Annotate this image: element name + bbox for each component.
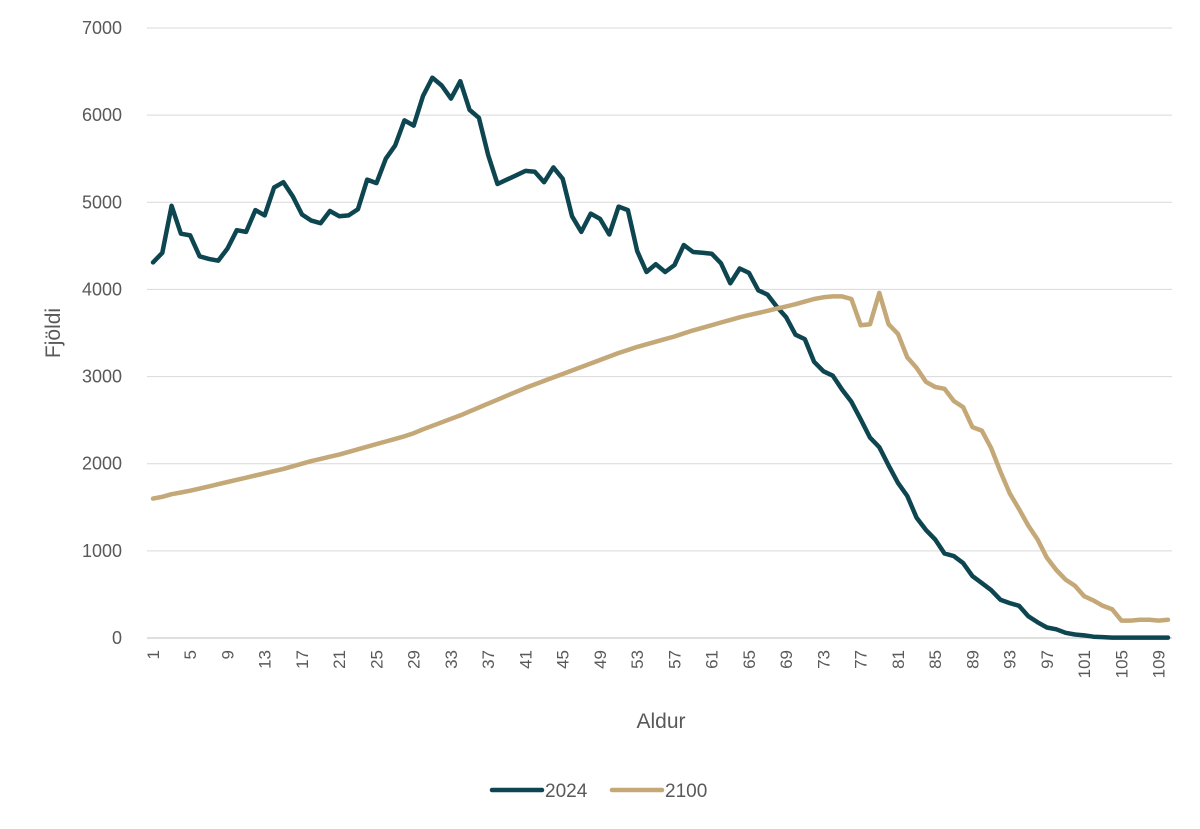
x-tick-label: 17 [293,650,312,669]
legend-label-2024: 2024 [545,781,588,802]
series-line-2100 [150,290,1171,623]
gridlines [147,27,1172,639]
y-tick-label: 6000 [82,105,122,125]
y-tick-label: 4000 [82,279,122,299]
x-tick-label: 5 [181,650,200,659]
x-tick-label: 69 [777,650,796,669]
x-tick-label: 105 [1112,650,1131,678]
legend: 2024 2100 [489,781,707,802]
x-tick-label: 85 [926,650,945,669]
series-lines [150,75,1171,640]
x-tick-label: 61 [703,650,722,669]
x-tick-label: 57 [665,650,684,669]
x-tick-labels: 1 5 9 13 17 21 25 29 33 37 41 45 49 53 57 61 65 69 73 77 81 8… [144,650,1169,678]
x-tick-label: 93 [1001,650,1020,669]
x-tick-label: 37 [479,650,498,669]
y-tick-label: 5000 [82,192,122,212]
series-line-2024 [150,75,1171,640]
x-axis-title: Aldur [636,710,685,733]
x-tick-label: 45 [554,650,573,669]
x-tick-label: 33 [442,650,461,669]
x-tick-label: 73 [814,650,833,669]
x-tick-label: 49 [591,650,610,669]
y-axis-title: Fjöldi [42,308,65,358]
x-tick-label: 109 [1150,650,1169,678]
y-tick-label: 3000 [82,367,122,387]
legend-label-2100: 2100 [665,781,707,802]
y-tick-label: 0 [112,628,122,648]
x-tick-label: 9 [218,650,237,659]
x-tick-label: 89 [963,650,982,669]
x-tick-label: 25 [367,650,386,669]
x-tick-label: 97 [1038,650,1057,669]
x-tick-label: 29 [405,650,424,669]
x-tick-label: 13 [256,650,275,669]
x-tick-label: 21 [330,650,349,669]
x-tick-label: 65 [740,650,759,669]
y-tick-labels: 0 1000 2000 3000 4000 5000 6000 7000 [82,18,122,648]
y-tick-label: 7000 [82,18,122,38]
x-tick-label: 1 [144,650,163,659]
y-tick-label: 2000 [82,454,122,474]
x-tick-label: 53 [628,650,647,669]
x-tick-label: 101 [1075,650,1094,678]
x-tick-label: 81 [889,650,908,669]
y-tick-label: 1000 [82,541,122,561]
x-tick-label: 41 [516,650,535,669]
x-tick-label: 77 [852,650,871,669]
